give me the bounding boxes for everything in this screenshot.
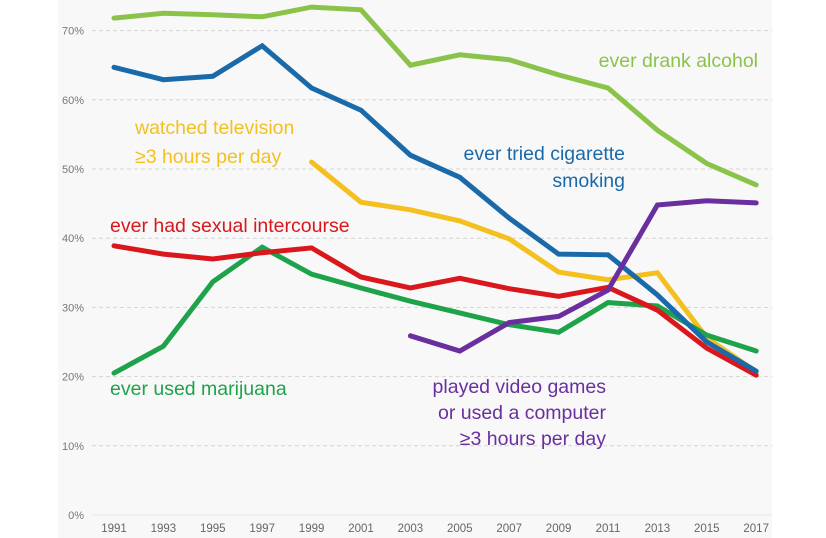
x-axis-ticks: 1991 1993 1995 1997 1999 2001 2003 2005 2007 2009…	[101, 523, 769, 535]
series-label-line: ever had sexual intercourse	[110, 215, 350, 237]
series-label-line: played video games	[433, 376, 607, 398]
series-label-line: or used a computer	[438, 402, 607, 424]
series-label-line: ≥3 hours per day	[135, 146, 281, 168]
x-tick-label: 2013	[645, 523, 671, 535]
x-tick-label: 2003	[398, 523, 424, 535]
series-label-line: ever used marijuana	[110, 378, 287, 400]
series-label-4: ever used marijuana	[110, 378, 287, 400]
series-label-line: smoking	[552, 170, 625, 192]
y-tick-label: 40%	[62, 233, 84, 245]
x-tick-label: 2011	[596, 523, 621, 535]
series-label-line: ever drank alcohol	[599, 50, 758, 72]
series-line-0	[111, 4, 759, 188]
x-tick-label: 1995	[200, 523, 226, 535]
x-tick-label: 2009	[546, 523, 572, 535]
series-labels: ever drank alcohol ever tried cigarette sm…	[110, 50, 758, 450]
y-axis-ticks: 0% 10% 20% 30% 40% 50% 60% 70%	[62, 26, 84, 522]
series-label-3: ever had sexual intercourse	[110, 215, 350, 237]
series-line-3	[111, 243, 759, 378]
series-label-5: played video games or used a computer ≥3 h…	[433, 376, 607, 450]
y-tick-label: 60%	[62, 95, 84, 107]
series-label-line: ever tried cigarette	[464, 143, 626, 165]
y-tick-label: 10%	[62, 441, 84, 453]
plot-panel	[58, 0, 772, 538]
series-lines	[111, 4, 759, 378]
y-tick-label: 0%	[68, 510, 84, 522]
x-tick-label: 2005	[447, 523, 473, 535]
series-line-1	[111, 42, 759, 374]
series-label-0: ever drank alcohol	[599, 50, 758, 72]
series-label-2: watched television ≥3 hours per day	[134, 117, 294, 168]
series-label-line: watched television	[134, 117, 294, 139]
x-tick-label: 1999	[299, 523, 325, 535]
y-tick-label: 50%	[62, 164, 84, 176]
series-label-1: ever tried cigarette smoking	[464, 143, 626, 192]
x-tick-label: 1997	[249, 523, 275, 535]
series-line-5	[407, 198, 759, 354]
y-tick-label: 70%	[62, 26, 84, 38]
x-tick-label: 2001	[348, 523, 374, 535]
x-tick-label: 2015	[694, 523, 720, 535]
x-tick-label: 2007	[496, 523, 522, 535]
y-tick-label: 30%	[62, 302, 84, 314]
y-tick-label: 20%	[62, 372, 84, 384]
x-tick-label: 1991	[101, 523, 127, 535]
series-line-2	[309, 159, 759, 375]
x-tick-label: 2017	[743, 523, 769, 535]
x-tick-label: 1993	[151, 523, 177, 535]
series-label-line: ≥3 hours per day	[460, 428, 606, 450]
